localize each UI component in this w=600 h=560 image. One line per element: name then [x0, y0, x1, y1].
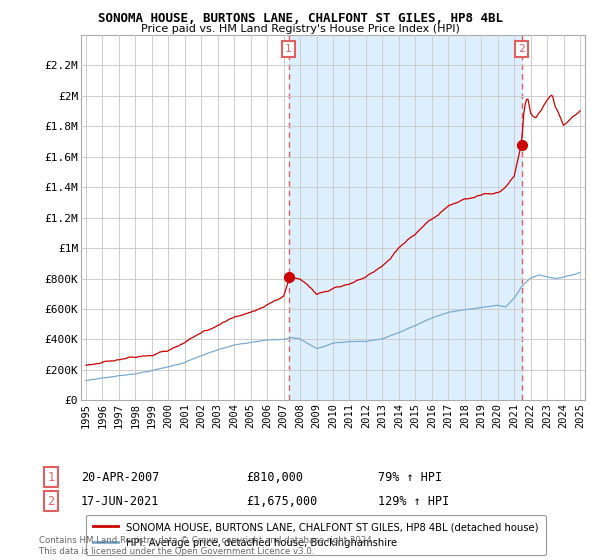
Legend: SONOMA HOUSE, BURTONS LANE, CHALFONT ST GILES, HP8 4BL (detached house), HPI: Av: SONOMA HOUSE, BURTONS LANE, CHALFONT ST …	[86, 515, 545, 555]
Text: 1: 1	[47, 470, 55, 484]
Text: 79% ↑ HPI: 79% ↑ HPI	[378, 470, 442, 484]
Text: Contains HM Land Registry data © Crown copyright and database right 2024.
This d: Contains HM Land Registry data © Crown c…	[39, 536, 374, 556]
Text: £1,675,000: £1,675,000	[246, 494, 317, 508]
Text: Price paid vs. HM Land Registry's House Price Index (HPI): Price paid vs. HM Land Registry's House …	[140, 24, 460, 34]
Bar	[289, 35, 521, 400]
Text: 17-JUN-2021: 17-JUN-2021	[81, 494, 160, 508]
Text: 1: 1	[285, 44, 292, 54]
Text: 129% ↑ HPI: 129% ↑ HPI	[378, 494, 449, 508]
Text: £810,000: £810,000	[246, 470, 303, 484]
Text: 20-APR-2007: 20-APR-2007	[81, 470, 160, 484]
Text: SONOMA HOUSE, BURTONS LANE, CHALFONT ST GILES, HP8 4BL: SONOMA HOUSE, BURTONS LANE, CHALFONT ST …	[97, 12, 503, 25]
Text: 2: 2	[47, 494, 55, 508]
Text: 2: 2	[518, 44, 525, 54]
